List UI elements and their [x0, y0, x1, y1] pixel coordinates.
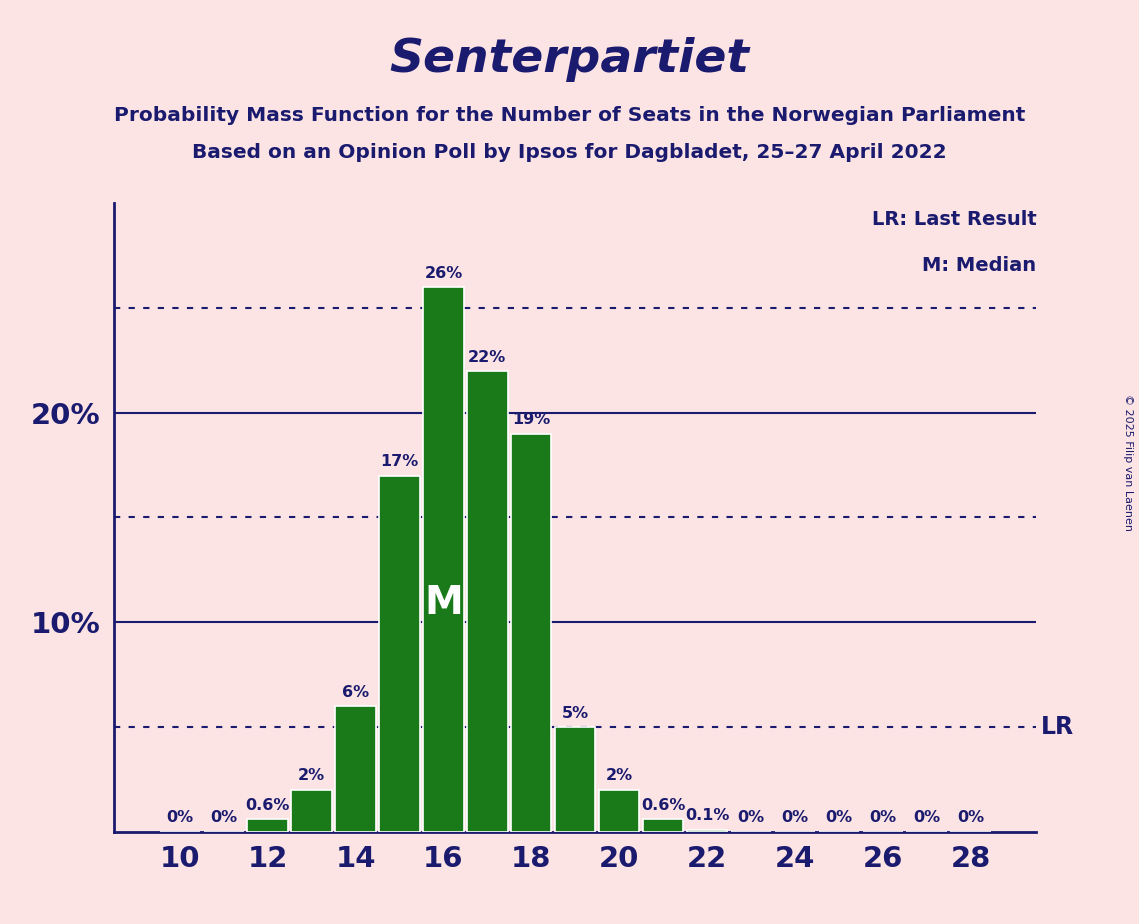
Bar — [555, 727, 596, 832]
Bar — [511, 433, 551, 832]
Text: 0.6%: 0.6% — [246, 797, 289, 813]
Text: 0.6%: 0.6% — [641, 797, 686, 813]
Bar — [599, 790, 639, 832]
Text: 19%: 19% — [513, 412, 550, 428]
Text: © 2025 Filip van Laenen: © 2025 Filip van Laenen — [1123, 394, 1133, 530]
Text: Senterpartiet: Senterpartiet — [390, 37, 749, 82]
Bar — [687, 830, 727, 832]
Text: 0%: 0% — [869, 810, 896, 825]
Bar — [642, 819, 683, 832]
Bar — [335, 706, 376, 832]
Text: 0%: 0% — [211, 810, 237, 825]
Bar — [424, 287, 464, 832]
Text: 0%: 0% — [166, 810, 194, 825]
Text: 0%: 0% — [737, 810, 764, 825]
Bar — [247, 819, 288, 832]
Text: M: Median: M: Median — [923, 256, 1036, 274]
Text: 5%: 5% — [562, 706, 589, 721]
Bar — [292, 790, 331, 832]
Text: 0.1%: 0.1% — [685, 808, 729, 823]
Text: LR: LR — [1041, 715, 1074, 739]
Text: LR: Last Result: LR: Last Result — [871, 210, 1036, 228]
Text: 0%: 0% — [826, 810, 852, 825]
Text: 26%: 26% — [424, 266, 462, 281]
Text: 0%: 0% — [781, 810, 809, 825]
Text: 0%: 0% — [957, 810, 984, 825]
Bar — [467, 371, 508, 832]
Text: 0%: 0% — [913, 810, 940, 825]
Text: 6%: 6% — [342, 685, 369, 699]
Text: Based on an Opinion Poll by Ipsos for Dagbladet, 25–27 April 2022: Based on an Opinion Poll by Ipsos for Da… — [192, 143, 947, 163]
Text: 22%: 22% — [468, 349, 507, 365]
Text: 2%: 2% — [298, 769, 325, 784]
Text: 2%: 2% — [606, 769, 632, 784]
Text: Probability Mass Function for the Number of Seats in the Norwegian Parliament: Probability Mass Function for the Number… — [114, 106, 1025, 126]
Bar — [379, 476, 419, 832]
Text: M: M — [424, 584, 462, 622]
Text: 17%: 17% — [380, 455, 419, 469]
